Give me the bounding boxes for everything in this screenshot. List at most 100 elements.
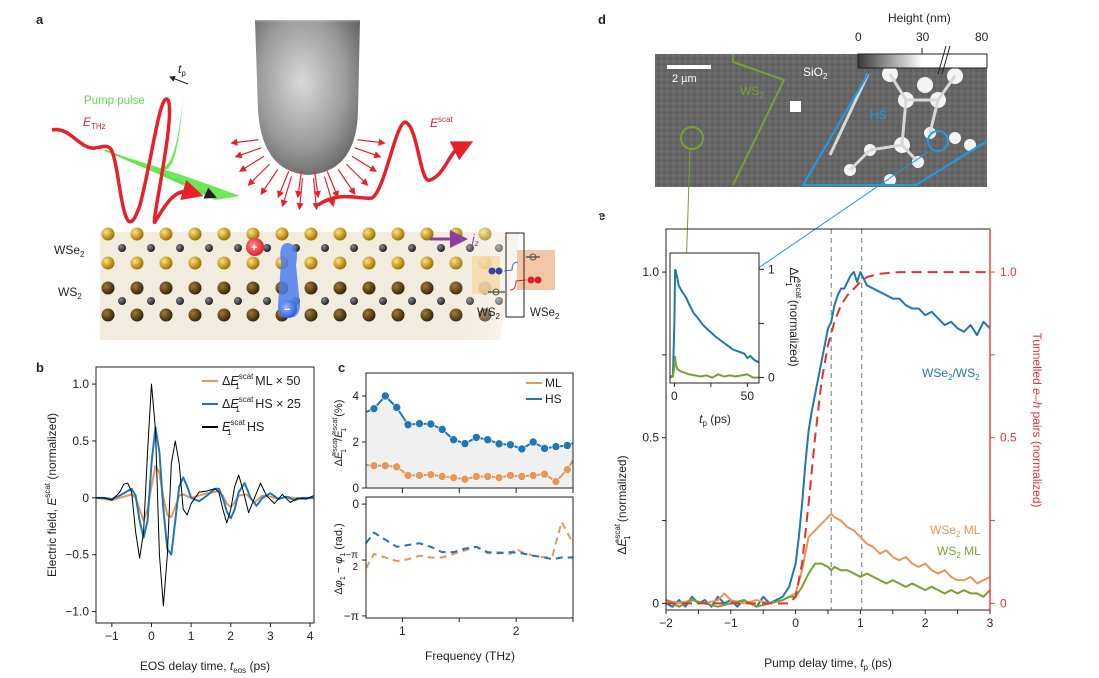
data-point: [460, 439, 470, 448]
current-label: jz: [470, 232, 479, 248]
data-point: [563, 441, 572, 450]
data-point: [449, 435, 458, 444]
near-field-arrow: [280, 176, 293, 208]
afm-tip: [250, 15, 365, 175]
data-point: [563, 465, 572, 474]
thz-incident-waveform: [51, 97, 204, 224]
hs-ridge: [828, 73, 870, 156]
data-point: [517, 472, 527, 481]
tp-label: tp: [178, 62, 186, 78]
ws2-probe-circle[interactable]: [680, 126, 704, 150]
hs-probe-circle[interactable]: [927, 130, 949, 152]
data-point: [472, 433, 481, 442]
data-point: [494, 439, 504, 449]
inset-series-hs: [669, 268, 760, 379]
near-field-arrow: [247, 163, 270, 186]
data-point: [460, 474, 470, 484]
near-field-arrow: [313, 171, 321, 199]
data-point: [551, 442, 561, 451]
data-point: [540, 444, 549, 453]
data-point: [426, 470, 436, 479]
pump-pulse: [104, 98, 240, 200]
x-axis-label: EOS delay time, teos (ps): [140, 659, 270, 675]
scale-bar-label: 2 µm: [672, 73, 697, 85]
right-y-tick-label: 1.0: [1000, 265, 1017, 279]
sio2-label: SiO2: [803, 65, 828, 81]
data-point: [403, 471, 413, 480]
data-point: [437, 472, 447, 481]
data-point: [392, 462, 402, 472]
legend-entry: Escat 1 HS: [222, 418, 264, 437]
data-point: [483, 435, 492, 444]
y-tick-label: 0.5: [72, 434, 89, 448]
data-point: [369, 461, 379, 470]
y-tick-label: 0: [352, 481, 359, 495]
panel-d-afm: 2 µm WS2 SiO2 HS Height (nm) 0 30 80: [655, 11, 989, 187]
data-point: [494, 473, 504, 482]
data-point: [392, 403, 402, 412]
near-field-arrows: [230, 138, 386, 211]
x-tick-label: 0: [148, 629, 155, 643]
thz-scattered-waveform: [317, 120, 474, 207]
y-tick-label: 0: [652, 596, 659, 610]
series-line-ml: [365, 520, 574, 569]
data-point: [369, 404, 379, 413]
afm-particle: [790, 101, 801, 112]
electron-hole-pair: + −: [246, 238, 300, 318]
colorbar-break-mark: [937, 45, 947, 75]
ws2-outline: [732, 54, 786, 186]
data-point: [528, 471, 538, 480]
hs-bubble: [949, 132, 961, 144]
inset-series-ws2: [669, 355, 759, 379]
y-tick-label: 0: [352, 497, 359, 511]
pump-pulse-label: Pump pulse: [84, 95, 145, 107]
data-point: [403, 420, 413, 430]
data-point: [517, 444, 527, 454]
annotation-ws2-ml: WS2 ML: [937, 544, 981, 560]
hs-bubble: [917, 77, 933, 93]
escat-label: Escat: [430, 115, 453, 130]
colorbar-tick-30: 30: [916, 30, 930, 44]
plot-c_top: 0 2 4: [352, 372, 574, 495]
chart-b: −1 0 1 2 3 4 −1.0 −0.5 0 0.5 1.0 ΔEscat 1 ML × 50 ΔEs…: [43, 366, 315, 675]
near-field-arrow: [337, 169, 356, 195]
inset-chart: 0 50 0 1 tp (ps) ΔÊscat1 (normalized): [669, 252, 803, 428]
plot-frame: [95, 366, 315, 624]
x-tick-label: 2: [922, 616, 929, 630]
near-field-arrow: [277, 171, 290, 199]
y-axis-label-top: ΔẼscat 1/Ẽscat 1 (%): [332, 400, 348, 467]
inset-x-tick-label: 0: [671, 389, 678, 403]
data-point: [551, 477, 561, 486]
near-field-arrow: [260, 169, 279, 195]
colorbar-title: Height (nm): [888, 11, 951, 25]
x-tick-label: 2: [513, 624, 520, 638]
data-point: [426, 419, 436, 429]
y-tick-label: 1.0: [72, 377, 89, 391]
x-tick-label: −1: [724, 616, 738, 630]
x-tick-label: 0: [792, 616, 799, 630]
plot-b: −1 0 1 2 3 4 −1.0 −0.5 0 0.5 1.0: [65, 366, 315, 643]
panel-label-b: b: [36, 360, 44, 375]
y-tick-label: 4: [352, 389, 359, 403]
series-line-hs: [365, 531, 573, 561]
series-line-e1scat-hs: [96, 383, 315, 607]
x-tick-label: 4: [307, 629, 314, 643]
hs-ridge: [869, 143, 903, 152]
plot-frame: [365, 496, 574, 619]
data-point: [415, 471, 424, 480]
hs-bubble: [964, 139, 976, 151]
data-point: [483, 472, 492, 481]
series-line-ws2-ml: [665, 562, 991, 608]
right-y-axis-label: Tunnelled e–h pairs (normalized): [1030, 332, 1044, 507]
right-y-tick-label: 0.5: [1000, 431, 1017, 445]
data-point: [415, 419, 424, 428]
hs-ridge: [936, 75, 957, 101]
x-tick-label: −2: [659, 616, 673, 630]
inset-label-ws2: WS2: [477, 307, 501, 321]
near-field-arrow: [346, 163, 369, 186]
lattice-slab: [100, 215, 600, 345]
x-axis-label: Frequency (THz): [425, 649, 515, 663]
near-field-arrow: [326, 171, 339, 199]
near-field-arrow: [357, 138, 386, 146]
